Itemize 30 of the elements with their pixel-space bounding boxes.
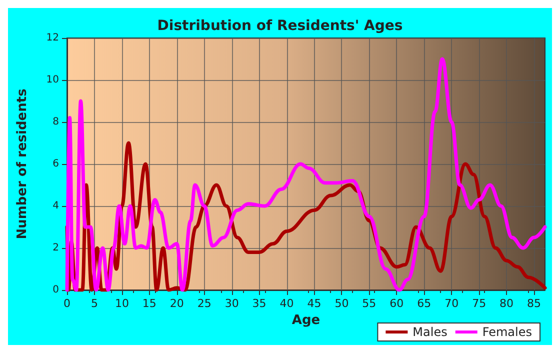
x-axis-title: Age (292, 312, 320, 328)
x-tick-label: 75 (472, 297, 486, 310)
x-tick-label: 60 (390, 297, 404, 310)
x-tick-label: 40 (280, 297, 294, 310)
y-tick-label: 10 (46, 74, 59, 86)
y-tick-label: 2 (52, 242, 59, 254)
y-tick-label: 12 (46, 32, 59, 44)
y-tick-label: 6 (52, 158, 59, 170)
x-tick-label: 20 (170, 297, 184, 310)
x-tick-label: 10 (114, 297, 129, 310)
legend-label: Females (482, 325, 532, 339)
x-tick-label: 25 (197, 297, 212, 310)
y-axis-title: Number of residents (15, 88, 30, 240)
y-tick-label: 8 (52, 116, 59, 128)
x-tick-label: 15 (142, 297, 156, 310)
y-tick-label: 4 (52, 200, 59, 212)
legend-label: Males (412, 325, 448, 339)
x-tick-label: 35 (252, 297, 266, 310)
y-tick-label: 0 (52, 284, 59, 296)
chart-title: Distribution of Residents' Ages (157, 18, 403, 34)
x-tick-label: 45 (307, 297, 322, 310)
x-tick-label: 30 (224, 297, 239, 310)
x-tick-label: 50 (334, 297, 349, 310)
x-tick-label: 85 (527, 297, 542, 310)
x-tick-label: 70 (444, 297, 459, 310)
x-tick-label: 55 (362, 297, 376, 310)
x-tick-label: 0 (64, 297, 70, 310)
x-tick-label: 80 (500, 297, 514, 310)
x-tick-label: 5 (90, 297, 98, 310)
x-tick-label: 65 (417, 297, 432, 310)
